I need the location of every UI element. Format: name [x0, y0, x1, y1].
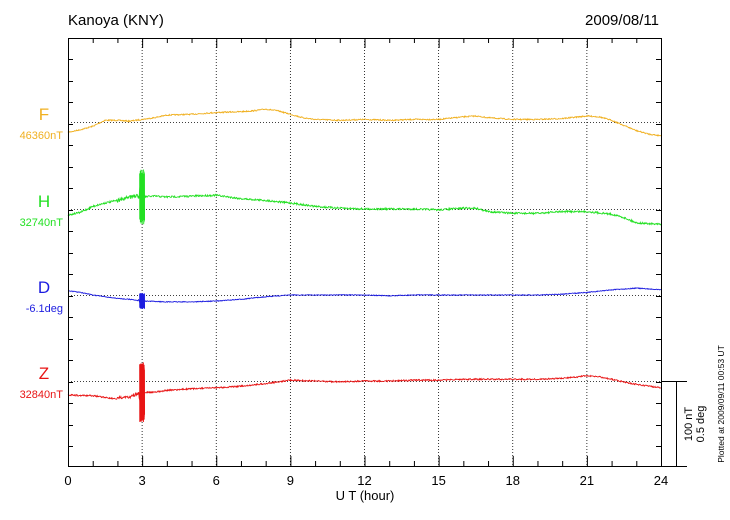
series-labels: F 46360nT H 32740nT D -6.1deg Z 32840nT [20, 105, 64, 401]
chart-date: 2009/08/11 [585, 12, 659, 29]
series-name-h: H [38, 192, 50, 211]
chart-title: Kanoya (KNY) [68, 12, 164, 29]
series-baseline-f: 46360nT [20, 130, 64, 142]
series-line-h [67, 169, 662, 226]
series-name-z: Z [39, 364, 49, 383]
series-line-d [67, 287, 662, 309]
x-axis-label: U T (hour) [336, 488, 395, 503]
x-tick-label: 3 [139, 473, 146, 488]
series-baseline-z: 32840nT [20, 389, 64, 401]
scale-bar-deg: 0.5 deg [695, 406, 707, 443]
x-tick-label: 24 [654, 473, 668, 488]
x-tick-label: 21 [580, 473, 594, 488]
x-tick-label: 12 [357, 473, 371, 488]
plot-frame [68, 38, 662, 467]
x-tick-labels: 0 3 6 9 12 15 18 21 24 [64, 473, 668, 488]
x-tick-label: 9 [287, 473, 294, 488]
series-name-d: D [38, 278, 50, 297]
series-line-z [67, 362, 662, 423]
x-tick-label: 18 [506, 473, 520, 488]
x-tick-label: 6 [213, 473, 220, 488]
scale-bar: 100 nT 0.5 deg [661, 381, 707, 467]
scale-bar-nt: 100 nT [683, 407, 695, 442]
traces [67, 108, 662, 423]
x-tick-label: 15 [431, 473, 445, 488]
series-baseline-h: 32740nT [20, 217, 64, 229]
series-line-f [67, 108, 662, 137]
series-baseline-d: -6.1deg [26, 303, 63, 315]
series-name-f: F [39, 105, 49, 124]
x-tick-label: 0 [64, 473, 71, 488]
plotted-timestamp: Plotted at 2009/09/11 00:53 UT [716, 345, 726, 463]
